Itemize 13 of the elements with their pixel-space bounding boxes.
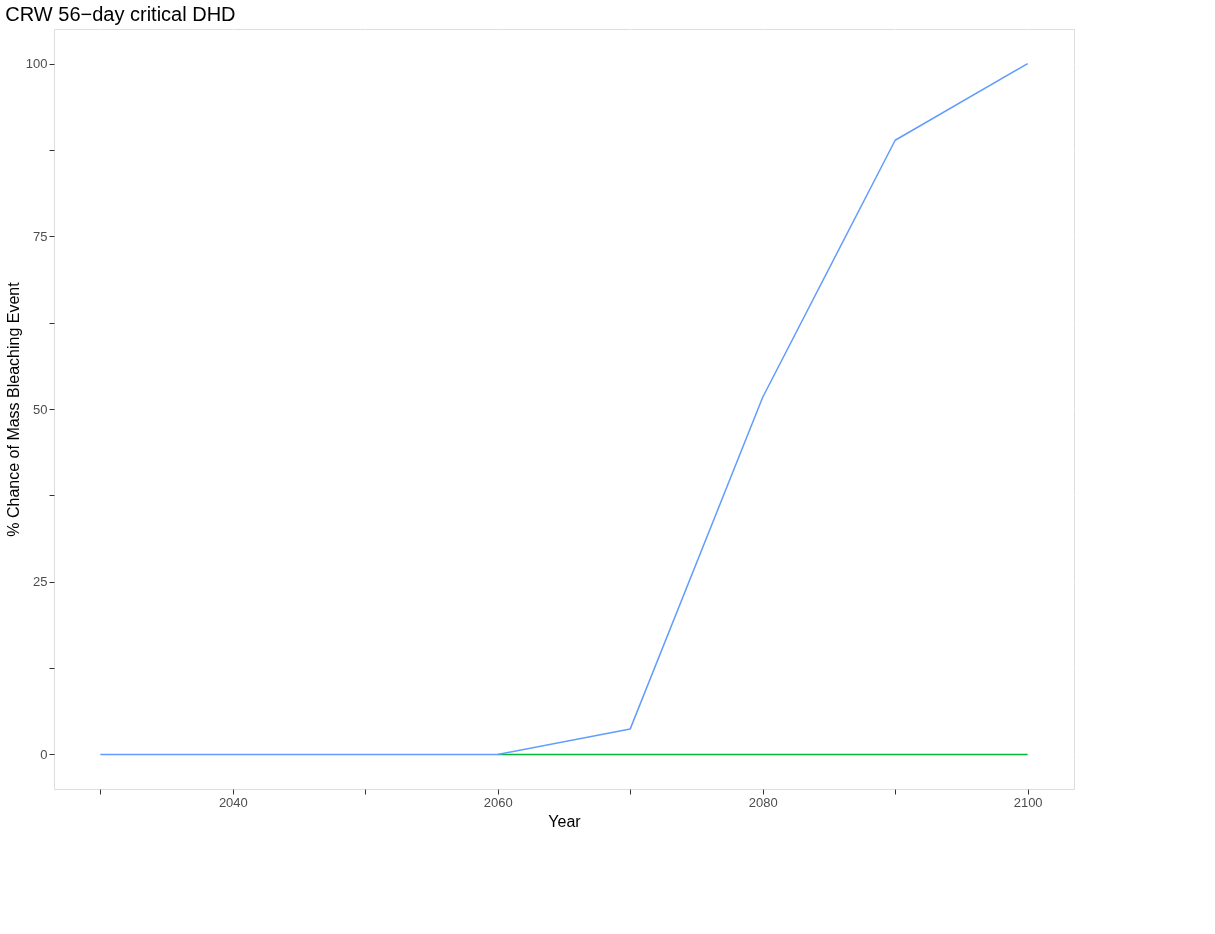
y-tick-label: 75 — [33, 228, 48, 244]
y-tick-label: 25 — [33, 574, 48, 590]
y-tick-label: 50 — [33, 401, 48, 417]
y-tick-label: 100 — [25, 56, 48, 72]
x-tick-label: 2100 — [1013, 794, 1043, 810]
x-axis-title: Year — [548, 812, 582, 830]
chart-title: CRW 56−day critical DHD — [5, 3, 236, 25]
x-tick-label: 2040 — [218, 794, 248, 810]
y-tick-label: 0 — [40, 746, 48, 762]
y-axis-title: % Chance of Mass Bleaching Event — [4, 281, 22, 537]
x-tick-label: 2080 — [748, 794, 778, 810]
x-tick-label: 2060 — [483, 794, 513, 810]
line-series — [99, 62, 1029, 756]
